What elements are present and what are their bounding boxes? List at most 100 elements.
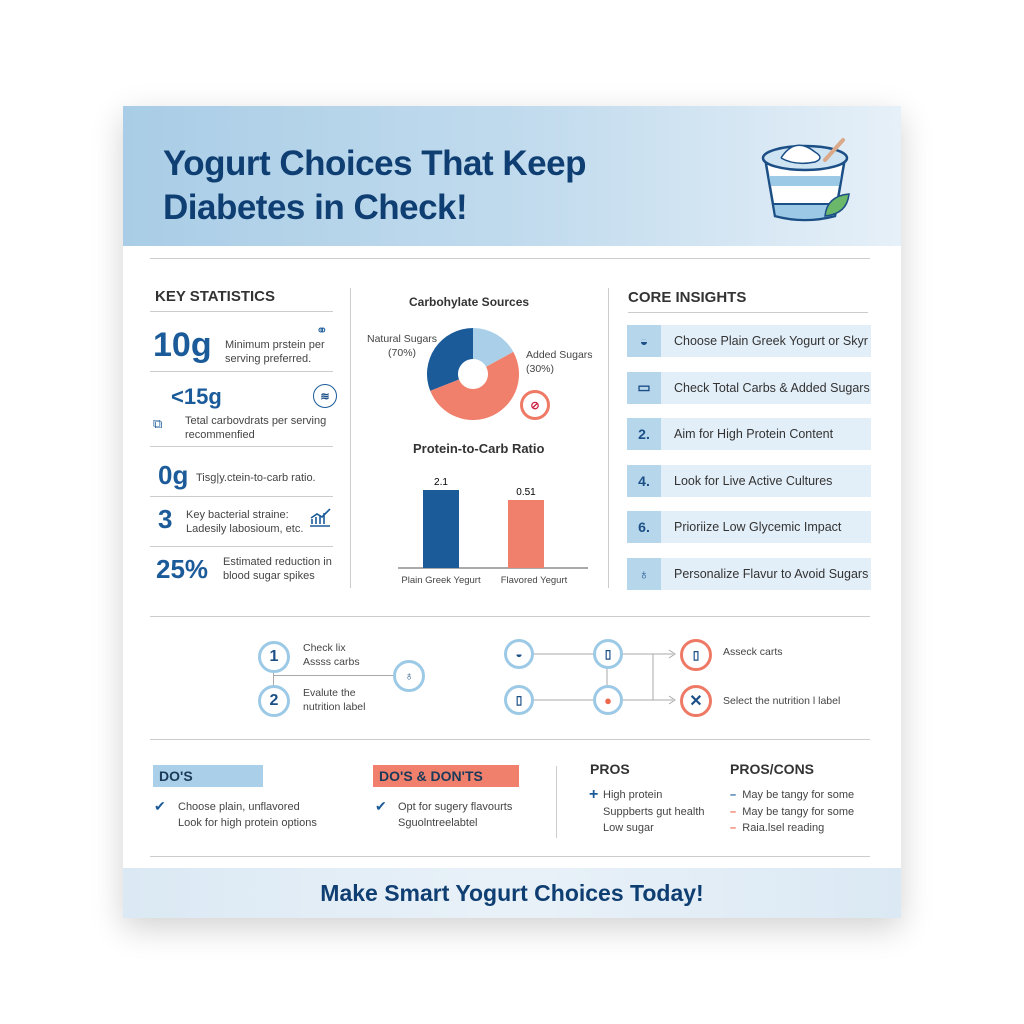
step-2-badge: 2 [258,685,290,717]
slice-label: Added Sugars [526,349,593,361]
bar [508,500,544,568]
insight-item: ♁ Personalize Flavur to Avoid Sugars [627,558,871,590]
slice-label: Natural Sugars [367,333,438,345]
stat-value: 25% [156,554,209,584]
step-line: nutrition label [303,701,366,713]
insight-text: Check Total Carbs & Added Sugars [674,380,870,395]
stat-text: Key bacterial straine: Ladesily labosiou… [186,509,304,535]
yogurt-bowl-icon: ◒ [504,639,534,669]
infographic-card: Yogurt Choices That Keep Diabetes in Chec… [123,106,901,918]
header-banner: Yogurt Choices That Keep Diabetes in Chec… [123,106,901,246]
flow-output-1: Asseck carts [723,646,783,658]
list-item: – Raia.lsel reading [730,820,854,837]
list-item: – May be tangy for some [730,804,854,821]
insight-item: 6. Prioriize Low Glycemic Impact [627,511,871,544]
pie-label-natural: Natural Sugars (70%) [367,332,437,360]
stat-value: <15g [171,384,222,409]
divider [150,446,333,447]
item-text: Raia.lsel reading [742,822,825,834]
insight-text: Choose Plain Greek Yogurt or Skyr [674,334,868,348]
minus-icon: – [730,789,737,801]
step-1-text: Check lix Assss carbs [303,641,360,669]
title-line-1: Yogurt Choices That Keep [163,144,586,183]
divider [350,288,351,588]
minus-icon: – [730,805,737,818]
insight-text: Prioriize Low Glycemic Impact [674,520,842,535]
slice-pct: (30%) [526,363,555,375]
stat-value: 10g [153,326,212,364]
donut-chart [427,328,519,421]
stat-text: Tisg|y.ctein-to-carb ratio. [196,472,316,484]
dos-tag: DO'S [153,765,263,787]
growth-chart-icon [310,508,331,527]
list-item: Look for high protein options [178,817,317,829]
slice-pct: (70%) [388,347,417,359]
divider [150,739,870,740]
divider [150,546,333,547]
insight-text: Personalize Flavur to Avoid Sugars [674,567,869,581]
carbs-icon: ≋ [313,384,337,408]
insight-item: ▭ Check Total Carbs & Added Sugars [627,371,871,404]
x-icon: ✕ [680,685,712,717]
insight-item: 4. Look for Live Active Cultures [627,464,871,497]
minus-icon: – [730,822,737,834]
divider [150,258,870,259]
divider [150,371,333,372]
insight-number: 2. [627,418,661,451]
stat-value: 0g [158,460,189,490]
bar-value-label: 2.1 [434,477,448,488]
stat-text: Estimated reduction in blood sugar spike… [223,556,332,582]
cup-icon: ▯ [680,639,712,671]
bar-value-label: 0.51 [516,487,536,498]
flow-connectors [533,649,676,705]
insight-number: 4. [627,464,661,497]
step-line: Check lix [303,642,346,654]
insight-text: Look for Live Active Cultures [674,473,833,488]
bar-chart: 2.1 Plain Greek Yegurt 0.51 Flavored Yegurt [398,477,588,586]
label-icon: ⧉ [153,416,163,431]
step-2-text: Evalute the nutrition label [303,686,365,714]
page-title: Yogurt Choices That Keep Diabetes in Chec… [163,142,586,230]
plus-icon: + [589,786,599,803]
bar-category-label: Flavored Yegurt [501,575,568,586]
check-icon: ✔ [154,798,166,814]
pie-slice [427,328,473,391]
yogurt-cup-icon [761,138,850,222]
list-item: High protein [603,789,663,801]
bar [423,490,459,568]
cons-list: – May be tangy for some – May be tangy f… [730,787,854,837]
cup-icon: ▯ [504,685,534,715]
insight-item: ◒ Choose Plain Greek Yogurt or Skyr [627,325,871,357]
flow-output-2: Select the nutrition l label [723,695,841,707]
divider [556,766,557,838]
bottle-icon: ♁ [393,660,425,692]
donts-list: Opt for sugery flavourts Sguolntreelabtel [398,799,512,831]
proscons-heading: PROS/CONS [730,761,815,777]
connector [273,673,274,687]
cup-icon: ▯ [593,639,623,669]
bar-title: Protein-to-Carb Ratio [413,441,545,456]
divider [150,311,333,312]
list-item: Sguolntreelabtel [398,817,478,829]
list-item: Suppberts gut health [603,805,705,818]
stat-text: Minimum prstein per serving preferred. [225,339,325,365]
insight-text: Aim for High Protein Content [674,427,834,442]
dos-list: Choose plain, unflavored Look for high pr… [178,799,317,831]
stat-text: Tetal carbovdrats per serving recommenfi… [185,415,327,441]
pros-heading: PROS [590,761,630,777]
divider [150,616,870,617]
step-line: Assss carbs [303,656,360,668]
list-item: Opt for sugery flavourts [398,801,513,813]
core-insights-heading: CORE INSIGHTS [628,289,747,306]
divider [608,288,609,588]
list-item: Low sugar [603,822,654,834]
divider [150,856,870,857]
protein-icon: ⚭ [316,322,328,338]
title-line-2: Diabetes in Check! [163,188,468,227]
step-1-badge: 1 [258,641,290,673]
list-item: – May be tangy for some [730,787,854,804]
label-icon: ▭ [627,371,661,404]
bar-category-label: Plain Greek Yegurt [401,575,481,586]
insight-number: 6. [627,511,661,544]
apple-icon: ♁ [627,558,661,590]
